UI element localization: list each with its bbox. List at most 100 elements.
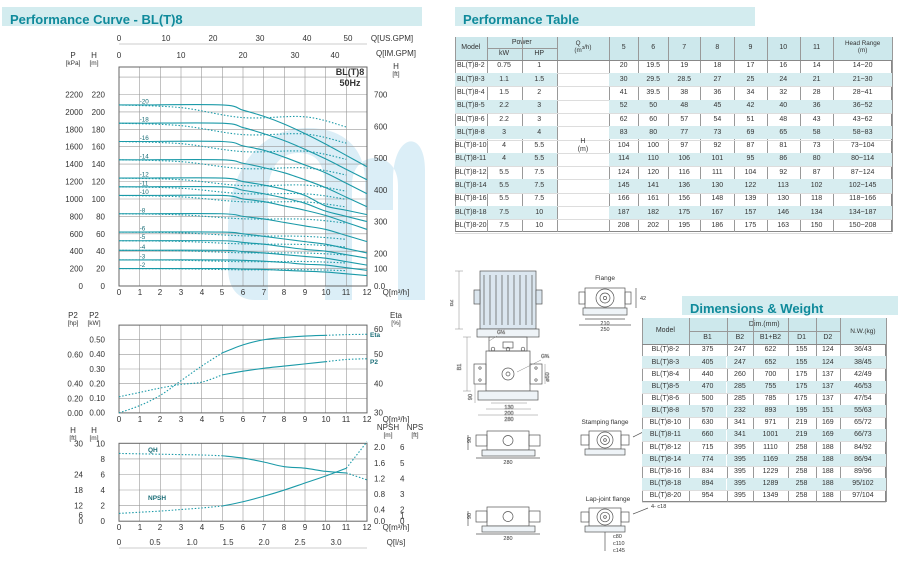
svg-text:0: 0 [117,51,122,60]
svg-text:4: 4 [200,415,205,424]
svg-text:0: 0 [117,538,122,547]
svg-text:10: 10 [322,523,331,532]
svg-text:⌀50: ⌀50 [545,372,551,381]
svg-text:-10: -10 [140,189,150,196]
svg-text:[ft]: [ft] [392,71,399,78]
svg-text:200: 200 [92,108,106,117]
svg-text:ϲ110: ϲ110 [613,541,625,547]
svg-text:0.10: 0.10 [89,394,105,403]
svg-text:30: 30 [256,34,265,43]
svg-text:400: 400 [374,186,388,195]
svg-text:1: 1 [138,523,143,532]
svg-text:-11: -11 [140,180,149,187]
svg-text:5: 5 [400,459,405,468]
svg-text:12: 12 [74,502,83,511]
svg-text:9: 9 [303,415,308,424]
svg-text:50: 50 [344,34,353,43]
svg-text:400: 400 [70,247,84,256]
svg-text:BL(T)8: BL(T)8 [336,67,365,77]
svg-text:100: 100 [374,265,388,274]
svg-text:18: 18 [74,486,83,495]
svg-text:5: 5 [220,523,225,532]
svg-text:30: 30 [74,439,83,448]
svg-text:40: 40 [303,34,312,43]
svg-text:600: 600 [70,230,84,239]
svg-text:0: 0 [117,34,122,43]
svg-text:0.60: 0.60 [67,350,83,359]
svg-text:0.40: 0.40 [67,380,83,389]
svg-text:12: 12 [363,523,372,532]
svg-text:-4: -4 [140,244,146,251]
svg-text:42: 42 [640,296,646,302]
svg-text:NPS: NPS [407,423,423,432]
svg-text:0.50: 0.50 [89,336,105,345]
svg-text:220: 220 [92,91,106,100]
svg-text:700: 700 [374,91,388,100]
svg-text:12: 12 [363,288,372,297]
svg-text:-6: -6 [140,226,146,233]
svg-text:24: 24 [74,471,83,480]
svg-text:200: 200 [374,250,388,259]
svg-text:Stamping flange: Stamping flange [582,419,629,426]
svg-text:3: 3 [400,490,405,499]
svg-text:0.20: 0.20 [89,379,105,388]
svg-text:60: 60 [96,230,105,239]
svg-text:6: 6 [400,443,405,452]
svg-text:Q[US.GPM]: Q[US.GPM] [371,34,413,43]
svg-text:6: 6 [241,415,246,424]
svg-text:4: 4 [200,523,205,532]
svg-text:Q[IM.GPM]: Q[IM.GPM] [376,49,416,58]
svg-text:0: 0 [101,282,106,291]
svg-text:1600: 1600 [65,143,83,152]
svg-text:-14: -14 [140,153,150,160]
svg-text:4: 4 [400,475,405,484]
svg-text:[ft]: [ft] [411,432,418,439]
svg-text:[kW]: [kW] [88,320,101,327]
svg-text:B1: B1 [457,364,463,371]
svg-text:0: 0 [117,415,122,424]
svg-text:Q[m³/h]: Q[m³/h] [383,523,410,532]
svg-text:2.0: 2.0 [258,538,270,547]
svg-text:0.8: 0.8 [374,490,386,499]
svg-text:10: 10 [322,415,331,424]
svg-text:300: 300 [374,218,388,227]
svg-text:-16: -16 [140,135,150,142]
svg-text:8: 8 [282,288,287,297]
svg-text:140: 140 [92,160,106,169]
svg-text:0.5: 0.5 [149,538,161,547]
svg-text:[%]: [%] [391,320,401,327]
svg-text:0: 0 [79,282,84,291]
svg-text:[m]: [m] [89,60,98,67]
svg-text:P2: P2 [89,311,99,320]
svg-text:-12: -12 [140,172,150,179]
svg-text:100: 100 [92,195,106,204]
svg-text:2: 2 [158,415,163,424]
svg-text:2: 2 [101,502,106,511]
svg-text:3: 3 [179,288,184,297]
svg-text:Eta: Eta [390,311,403,320]
svg-text:8: 8 [282,415,287,424]
svg-text:1: 1 [138,288,143,297]
svg-text:600: 600 [374,122,388,131]
svg-text:30: 30 [291,51,300,60]
svg-text:1000: 1000 [65,195,83,204]
svg-text:H: H [91,51,97,60]
svg-text:0.00: 0.00 [67,409,83,418]
svg-text:280: 280 [503,460,512,466]
svg-text:60: 60 [374,325,383,334]
svg-text:500: 500 [374,154,388,163]
svg-text:0.4: 0.4 [374,506,386,515]
svg-text:40: 40 [374,379,383,388]
svg-text:4- ϲ18: 4- ϲ18 [651,504,666,510]
svg-text:800: 800 [70,212,84,221]
svg-text:1: 1 [138,415,143,424]
svg-text:G¾: G¾ [541,354,550,360]
svg-text:ϲ80: ϲ80 [613,534,622,540]
svg-text:20: 20 [239,51,248,60]
svg-text:8: 8 [101,455,106,464]
svg-text:H: H [393,62,399,71]
svg-text:4: 4 [200,288,205,297]
svg-text:0: 0 [101,517,106,526]
svg-text:80: 80 [96,212,105,221]
svg-text:H: H [70,426,76,435]
